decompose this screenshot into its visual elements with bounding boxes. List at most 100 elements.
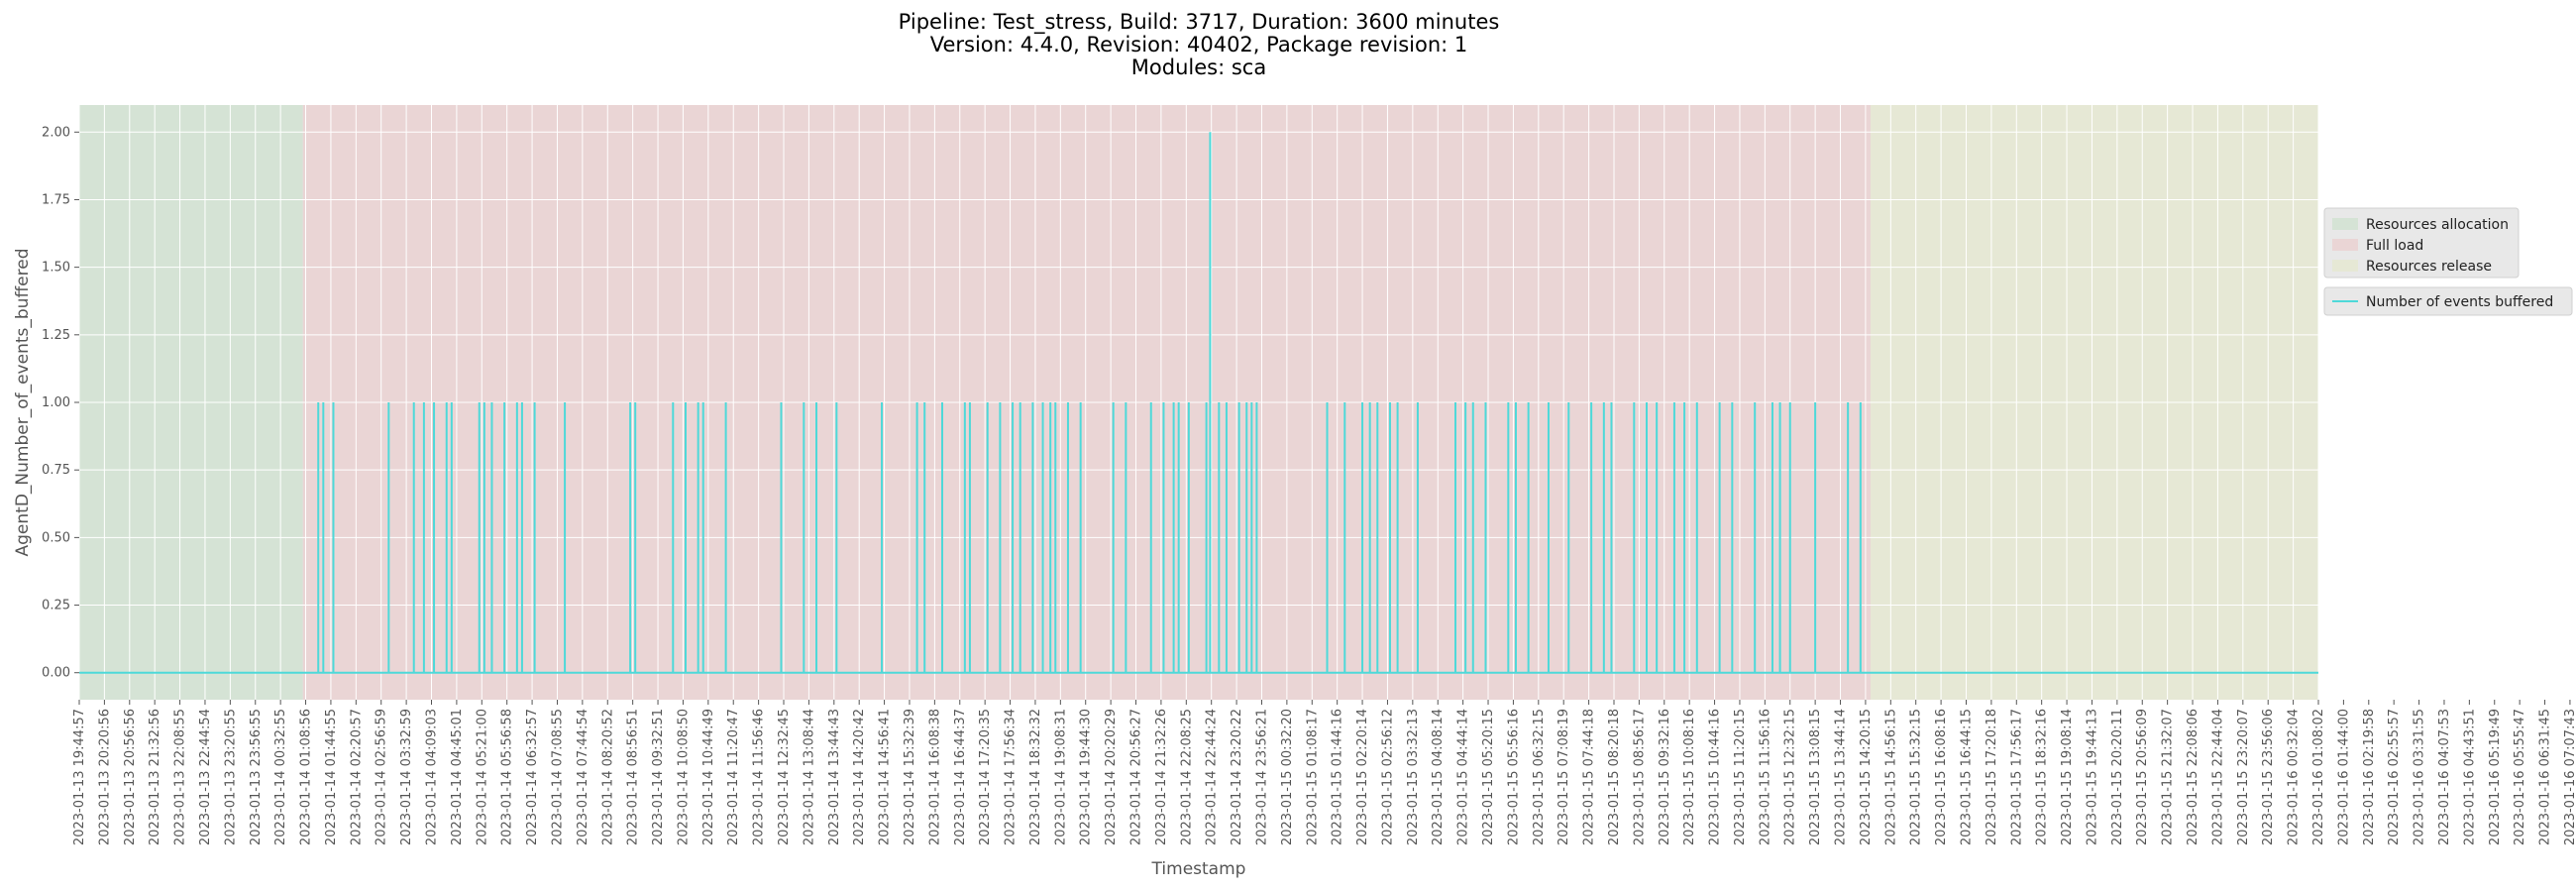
x-tick-label-51: 2023-01-15 02:20:14 (1355, 709, 1370, 845)
series-layer (79, 132, 2318, 674)
x-tick-label-88: 2023-01-16 00:32:04 (2287, 709, 2302, 845)
x-tick-label-68: 2023-01-15 12:32:15 (1783, 709, 1798, 845)
legend-phases: Resources allocation Full load Resources r… (2323, 207, 2520, 279)
x-tick-label-8: 2023-01-14 00:32:55 (273, 709, 288, 845)
x-tick-label-62: 2023-01-15 08:56:17 (1632, 709, 1647, 845)
x-axis-label: Timestamp (1151, 859, 1246, 879)
x-tick-label-24: 2023-01-14 10:08:50 (676, 709, 691, 845)
x-tick-label-94: 2023-01-16 04:07:53 (2437, 709, 2452, 845)
x-tick-label-83: 2023-01-15 21:32:07 (2161, 709, 2176, 845)
legend-swatch-phase-1 (2332, 239, 2358, 251)
title-line-3: Modules: sca (1131, 56, 1266, 79)
x-tick-label-58: 2023-01-15 06:32:15 (1532, 709, 1547, 845)
x-axis: 2023-01-13 19:44:57 2023-01-13 20:20:56 20… (72, 700, 2576, 845)
x-tick-label-23: 2023-01-14 09:32:51 (651, 709, 666, 845)
x-tick-label-39: 2023-01-14 19:08:31 (1053, 709, 1068, 845)
x-tick-label-31: 2023-01-14 14:20:42 (852, 709, 867, 845)
x-tick-label-17: 2023-01-14 05:56:58 (500, 709, 515, 845)
x-tick-label-59: 2023-01-15 07:08:19 (1556, 709, 1571, 845)
x-tick-label-10: 2023-01-14 01:44:55 (324, 709, 339, 845)
x-tick-label-34: 2023-01-14 16:08:38 (927, 709, 942, 845)
y-tick-label-1: 0.25 (42, 599, 70, 613)
y-tick-label-0: 0.00 (42, 666, 70, 681)
x-tick-label-91: 2023-01-16 02:19:58 (2362, 709, 2377, 845)
x-tick-label-0: 2023-01-13 19:44:57 (72, 709, 87, 845)
x-tick-label-80: 2023-01-15 19:44:13 (2085, 709, 2099, 845)
legend-series: Number of events buffered (2323, 286, 2573, 316)
x-tick-label-78: 2023-01-15 18:32:16 (2035, 709, 2050, 845)
x-tick-label-25: 2023-01-14 10:44:49 (701, 709, 716, 845)
x-tick-label-18: 2023-01-14 06:32:57 (525, 709, 540, 845)
x-tick-label-35: 2023-01-14 16:44:37 (953, 709, 968, 845)
y-tick-label-2: 0.50 (42, 530, 70, 545)
y-tick-label-3: 0.75 (42, 463, 70, 478)
x-tick-label-48: 2023-01-15 00:32:20 (1280, 709, 1295, 845)
x-tick-label-46: 2023-01-14 23:20:22 (1230, 709, 1244, 845)
x-tick-label-4: 2023-01-13 22:08:55 (173, 709, 188, 845)
x-tick-label-44: 2023-01-14 22:08:25 (1179, 709, 1194, 845)
x-tick-label-29: 2023-01-14 13:08:44 (802, 709, 816, 845)
legend-label-series-0: Number of events buffered (2366, 294, 2553, 310)
x-tick-label-87: 2023-01-15 23:56:06 (2261, 709, 2276, 845)
x-tick-label-89: 2023-01-16 01:08:02 (2311, 709, 2326, 845)
x-tick-label-11: 2023-01-14 02:20:57 (349, 709, 364, 845)
x-tick-label-81: 2023-01-15 20:20:11 (2110, 709, 2125, 845)
title-line-1: Pipeline: Test_stress, Build: 3717, Dura… (899, 10, 1500, 35)
x-tick-label-9: 2023-01-14 01:08:56 (299, 709, 314, 845)
x-tick-label-92: 2023-01-16 02:55:57 (2387, 709, 2402, 845)
x-tick-label-54: 2023-01-15 04:08:14 (1431, 709, 1446, 845)
x-tick-label-28: 2023-01-14 12:32:45 (777, 709, 792, 845)
y-tick-label-7: 1.75 (42, 192, 70, 207)
x-tick-label-38: 2023-01-14 18:32:32 (1028, 709, 1043, 845)
x-tick-label-93: 2023-01-16 03:31:55 (2413, 709, 2427, 845)
x-tick-label-19: 2023-01-14 07:08:55 (550, 709, 565, 845)
x-tick-label-20: 2023-01-14 07:44:54 (576, 709, 590, 845)
x-tick-label-49: 2023-01-15 01:08:17 (1305, 709, 1320, 845)
x-tick-label-73: 2023-01-15 15:32:15 (1909, 709, 1924, 845)
x-tick-label-66: 2023-01-15 11:20:15 (1733, 709, 1748, 845)
x-tick-label-82: 2023-01-15 20:56:09 (2135, 709, 2150, 845)
x-tick-label-13: 2023-01-14 03:32:59 (399, 709, 414, 845)
x-tick-label-3: 2023-01-13 21:32:56 (148, 709, 162, 845)
x-tick-label-95: 2023-01-16 04:43:51 (2462, 709, 2477, 845)
x-tick-label-42: 2023-01-14 20:56:27 (1129, 709, 1144, 845)
x-tick-label-61: 2023-01-15 08:20:18 (1607, 709, 1622, 845)
legend-label-phase-2: Resources release (2366, 259, 2492, 275)
y-tick-label-5: 1.25 (42, 328, 70, 343)
legend-swatch-phase-0 (2332, 218, 2358, 230)
x-tick-label-65: 2023-01-15 10:44:16 (1708, 709, 1723, 845)
x-tick-label-30: 2023-01-14 13:44:43 (827, 709, 842, 845)
x-tick-label-74: 2023-01-15 16:08:16 (1934, 709, 1949, 845)
x-tick-label-67: 2023-01-15 11:56:16 (1758, 709, 1772, 845)
x-tick-label-47: 2023-01-14 23:56:21 (1254, 709, 1269, 845)
x-tick-label-79: 2023-01-15 19:08:14 (2060, 709, 2075, 845)
y-tick-label-6: 1.50 (42, 261, 70, 276)
x-tick-label-26: 2023-01-14 11:20:47 (726, 709, 741, 845)
x-tick-label-86: 2023-01-15 23:20:07 (2236, 709, 2251, 845)
x-tick-label-55: 2023-01-15 04:44:14 (1456, 709, 1471, 845)
x-tick-label-50: 2023-01-15 01:44:16 (1331, 709, 1345, 845)
x-tick-label-32: 2023-01-14 14:56:41 (878, 709, 893, 845)
x-tick-label-40: 2023-01-14 19:44:30 (1079, 709, 1094, 845)
title-line-2: Version: 4.4.0, Revision: 40402, Package… (930, 33, 1468, 56)
y-axis: 0.00 0.25 0.50 0.75 1.00 1.25 1.50 1.75 2.00 (42, 125, 79, 681)
legend-swatch-phase-2 (2332, 260, 2358, 272)
x-tick-label-63: 2023-01-15 09:32:16 (1658, 709, 1672, 845)
y-axis-label: AgentD_Number_of_events_buffered (13, 249, 33, 557)
x-tick-label-27: 2023-01-14 11:56:46 (752, 709, 767, 845)
x-tick-label-12: 2023-01-14 02:56:59 (375, 709, 389, 845)
x-tick-label-37: 2023-01-14 17:56:34 (1004, 709, 1019, 845)
x-tick-label-22: 2023-01-14 08:56:51 (626, 709, 641, 845)
x-tick-label-69: 2023-01-15 13:08:15 (1808, 709, 1823, 845)
x-tick-label-33: 2023-01-14 15:32:39 (903, 709, 917, 845)
x-tick-label-72: 2023-01-15 14:56:15 (1883, 709, 1898, 845)
x-tick-label-84: 2023-01-15 22:08:06 (2186, 709, 2200, 845)
y-tick-label-4: 1.00 (42, 395, 70, 410)
x-tick-label-16: 2023-01-14 05:21:00 (475, 709, 489, 845)
x-tick-label-90: 2023-01-16 01:44:00 (2336, 709, 2351, 845)
legend-label-phase-0: Resources allocation (2366, 217, 2509, 233)
x-tick-label-14: 2023-01-14 04:09:03 (425, 709, 440, 845)
x-tick-label-71: 2023-01-15 14:20:15 (1859, 709, 1874, 845)
x-tick-label-21: 2023-01-14 08:20:52 (600, 709, 615, 845)
